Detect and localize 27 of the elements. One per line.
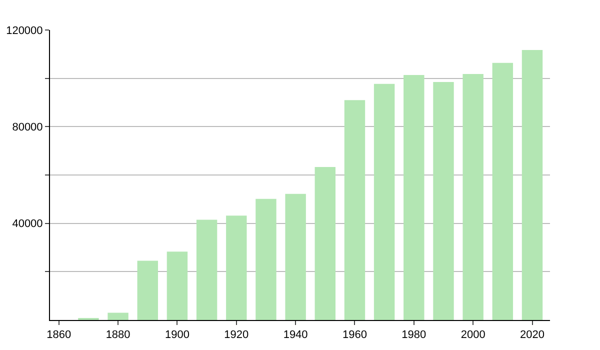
x-tick-label: 2000	[460, 329, 486, 342]
bar	[492, 62, 514, 320]
bar	[522, 50, 543, 320]
bar	[285, 194, 306, 320]
y-tick-label: 120000	[6, 24, 43, 37]
x-tick-label: 1960	[342, 329, 367, 342]
bar	[108, 312, 128, 320]
bar	[314, 167, 336, 320]
bar	[166, 252, 188, 320]
x-tick-label: 2020	[520, 329, 544, 342]
x-tick-label: 1920	[224, 329, 249, 342]
bar	[196, 220, 218, 320]
y-tick-label: 40000	[12, 218, 43, 230]
bar	[404, 74, 424, 320]
x-tick-label: 1880	[106, 329, 130, 342]
bar	[374, 84, 395, 320]
bar	[462, 74, 484, 320]
bar	[137, 260, 158, 320]
bar	[226, 216, 247, 320]
bar	[256, 198, 276, 320]
x-tick-label: 1940	[283, 329, 308, 342]
x-tick-label: 1860	[46, 329, 72, 342]
bar	[433, 82, 454, 320]
bar	[344, 100, 366, 320]
y-tick-label: 80000	[12, 122, 43, 134]
x-tick-label: 1900	[164, 329, 190, 342]
x-tick-label: 1980	[402, 329, 426, 342]
